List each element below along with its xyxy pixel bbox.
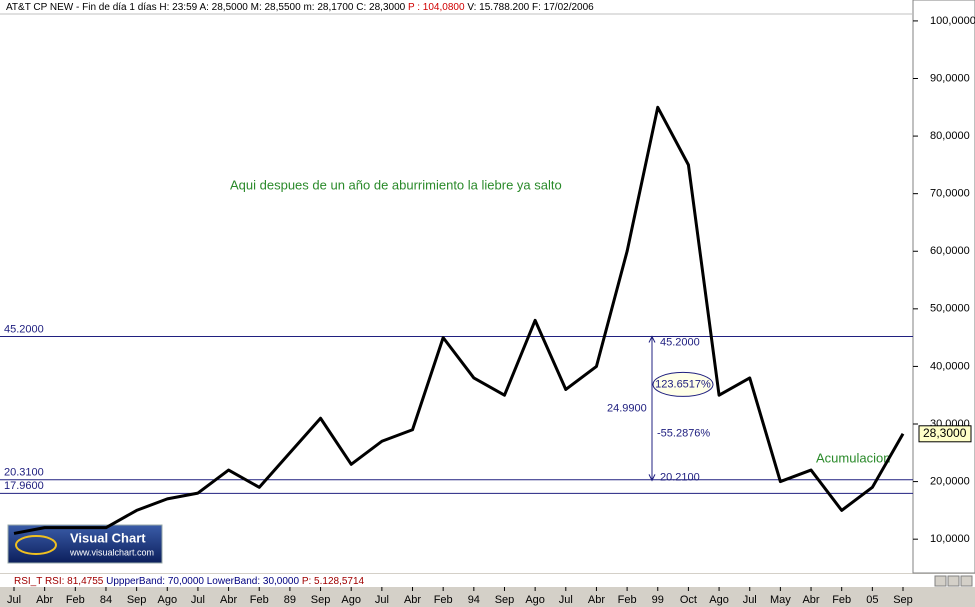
- x-tick-label: 89: [284, 594, 296, 606]
- x-tick-label: Abr: [404, 594, 421, 606]
- x-tick-label: Sep: [893, 594, 913, 606]
- maximize-button[interactable]: [947, 575, 960, 587]
- h-line-label: 20.3100: [4, 467, 44, 479]
- x-tick-label: Ago: [525, 594, 545, 606]
- logo-url: www.visualchart.com: [69, 547, 154, 557]
- measure-distance: 24.9900: [607, 402, 647, 414]
- measure-ellipse: [652, 371, 714, 397]
- measure-percent-up: 123.6517%: [655, 378, 711, 390]
- logo-icon: [15, 535, 57, 555]
- last-price-box: [918, 425, 972, 443]
- y-tick-label: 80,0000: [930, 130, 970, 142]
- x-tick-label: Feb: [66, 594, 85, 606]
- x-tick-label: Sep: [311, 594, 331, 606]
- annotation: Aqui despues de un año de aburrimiento l…: [230, 177, 562, 192]
- logo: [7, 524, 163, 564]
- y-tick-label: 60,0000: [930, 245, 970, 257]
- annotation: Acumulacion: [816, 450, 890, 465]
- header-field: F: 17/02/2006: [532, 2, 594, 13]
- minimize-button[interactable]: [934, 575, 947, 587]
- y-tick-label: 70,0000: [930, 188, 970, 200]
- logo-title: Visual Chart: [70, 530, 146, 545]
- h-line-label: 45.2000: [4, 323, 44, 335]
- x-tick-label: Ago: [709, 594, 729, 606]
- x-tick-label: Sep: [127, 594, 147, 606]
- measure-arrow: [648, 335, 656, 482]
- measure-top: 45.2000: [660, 336, 700, 348]
- x-tick-label: 05: [866, 594, 878, 606]
- y-tick-label: 90,0000: [930, 72, 970, 84]
- x-tick-label: Abr: [802, 594, 819, 606]
- indicator-field: UppperBand: 70,0000: [106, 576, 204, 587]
- header-field: P : 104,0800: [408, 2, 465, 13]
- x-tick-label: Jul: [191, 594, 205, 606]
- x-tick-label: 99: [652, 594, 664, 606]
- x-tick-label: Ago: [341, 594, 361, 606]
- plot-area: [0, 0, 913, 573]
- indicator-field: P: 5.128,5714: [302, 576, 365, 587]
- x-tick-label: Abr: [36, 594, 53, 606]
- measure-percent-down: -55.2876%: [657, 427, 710, 439]
- y-axis-area: [912, 0, 975, 574]
- y-tick-label: 20,0000: [930, 475, 970, 487]
- header-field: m: 28,1700: [303, 2, 353, 13]
- x-tick-label: Jul: [7, 594, 21, 606]
- x-tick-label: 94: [468, 594, 480, 606]
- indicator: RSI_T RSI: 81,4755 UppperBand: 70,0000 L…: [14, 576, 365, 587]
- header-field: C: 28,3000: [356, 2, 405, 13]
- x-tick-label: Jul: [559, 594, 573, 606]
- header-field: H: 23:59: [159, 2, 197, 13]
- h-line-label: 17.9600: [4, 480, 44, 492]
- y-tick-label: 100,0000: [930, 15, 975, 27]
- close-button[interactable]: [960, 575, 973, 587]
- x-tick-label: Jul: [743, 594, 757, 606]
- x-tick-label: 84: [100, 594, 112, 606]
- indicator-bar: [0, 574, 975, 587]
- header: AT&T CP NEW - Fin de día 1 días H: 23:59…: [6, 2, 594, 13]
- y-tick-label: 40,0000: [930, 360, 970, 372]
- x-tick-label: Feb: [434, 594, 453, 606]
- last-price-label: 28,3000: [923, 426, 967, 440]
- header-field: M: 28,5500: [251, 2, 301, 13]
- header-field: A: 28,5000: [199, 2, 248, 13]
- x-tick-label: Ago: [157, 594, 177, 606]
- x-tick-label: Abr: [588, 594, 605, 606]
- header-field: V: 15.788.200: [467, 2, 529, 13]
- price-line: [13, 105, 905, 535]
- measure-bottom: 20.2100: [660, 471, 700, 483]
- x-tick-label: Oct: [680, 594, 697, 606]
- y-tick-label: 50,0000: [930, 303, 970, 315]
- x-tick-label: May: [770, 594, 791, 606]
- x-tick-label: Sep: [495, 594, 515, 606]
- indicator-field: LowerBand: 30,0000: [207, 576, 300, 587]
- x-tick-label: Feb: [618, 594, 637, 606]
- indicator-field: RSI_T: [14, 576, 42, 587]
- x-tick-label: Abr: [220, 594, 237, 606]
- y-tick-label: 10,0000: [930, 533, 970, 545]
- x-tick-label: Jul: [375, 594, 389, 606]
- x-tick-label: Feb: [832, 594, 851, 606]
- indicator-field: RSI: 81,4755: [45, 576, 104, 587]
- x-tick-label: Feb: [250, 594, 269, 606]
- header-field: AT&T CP NEW - Fin de día 1 días: [6, 2, 157, 13]
